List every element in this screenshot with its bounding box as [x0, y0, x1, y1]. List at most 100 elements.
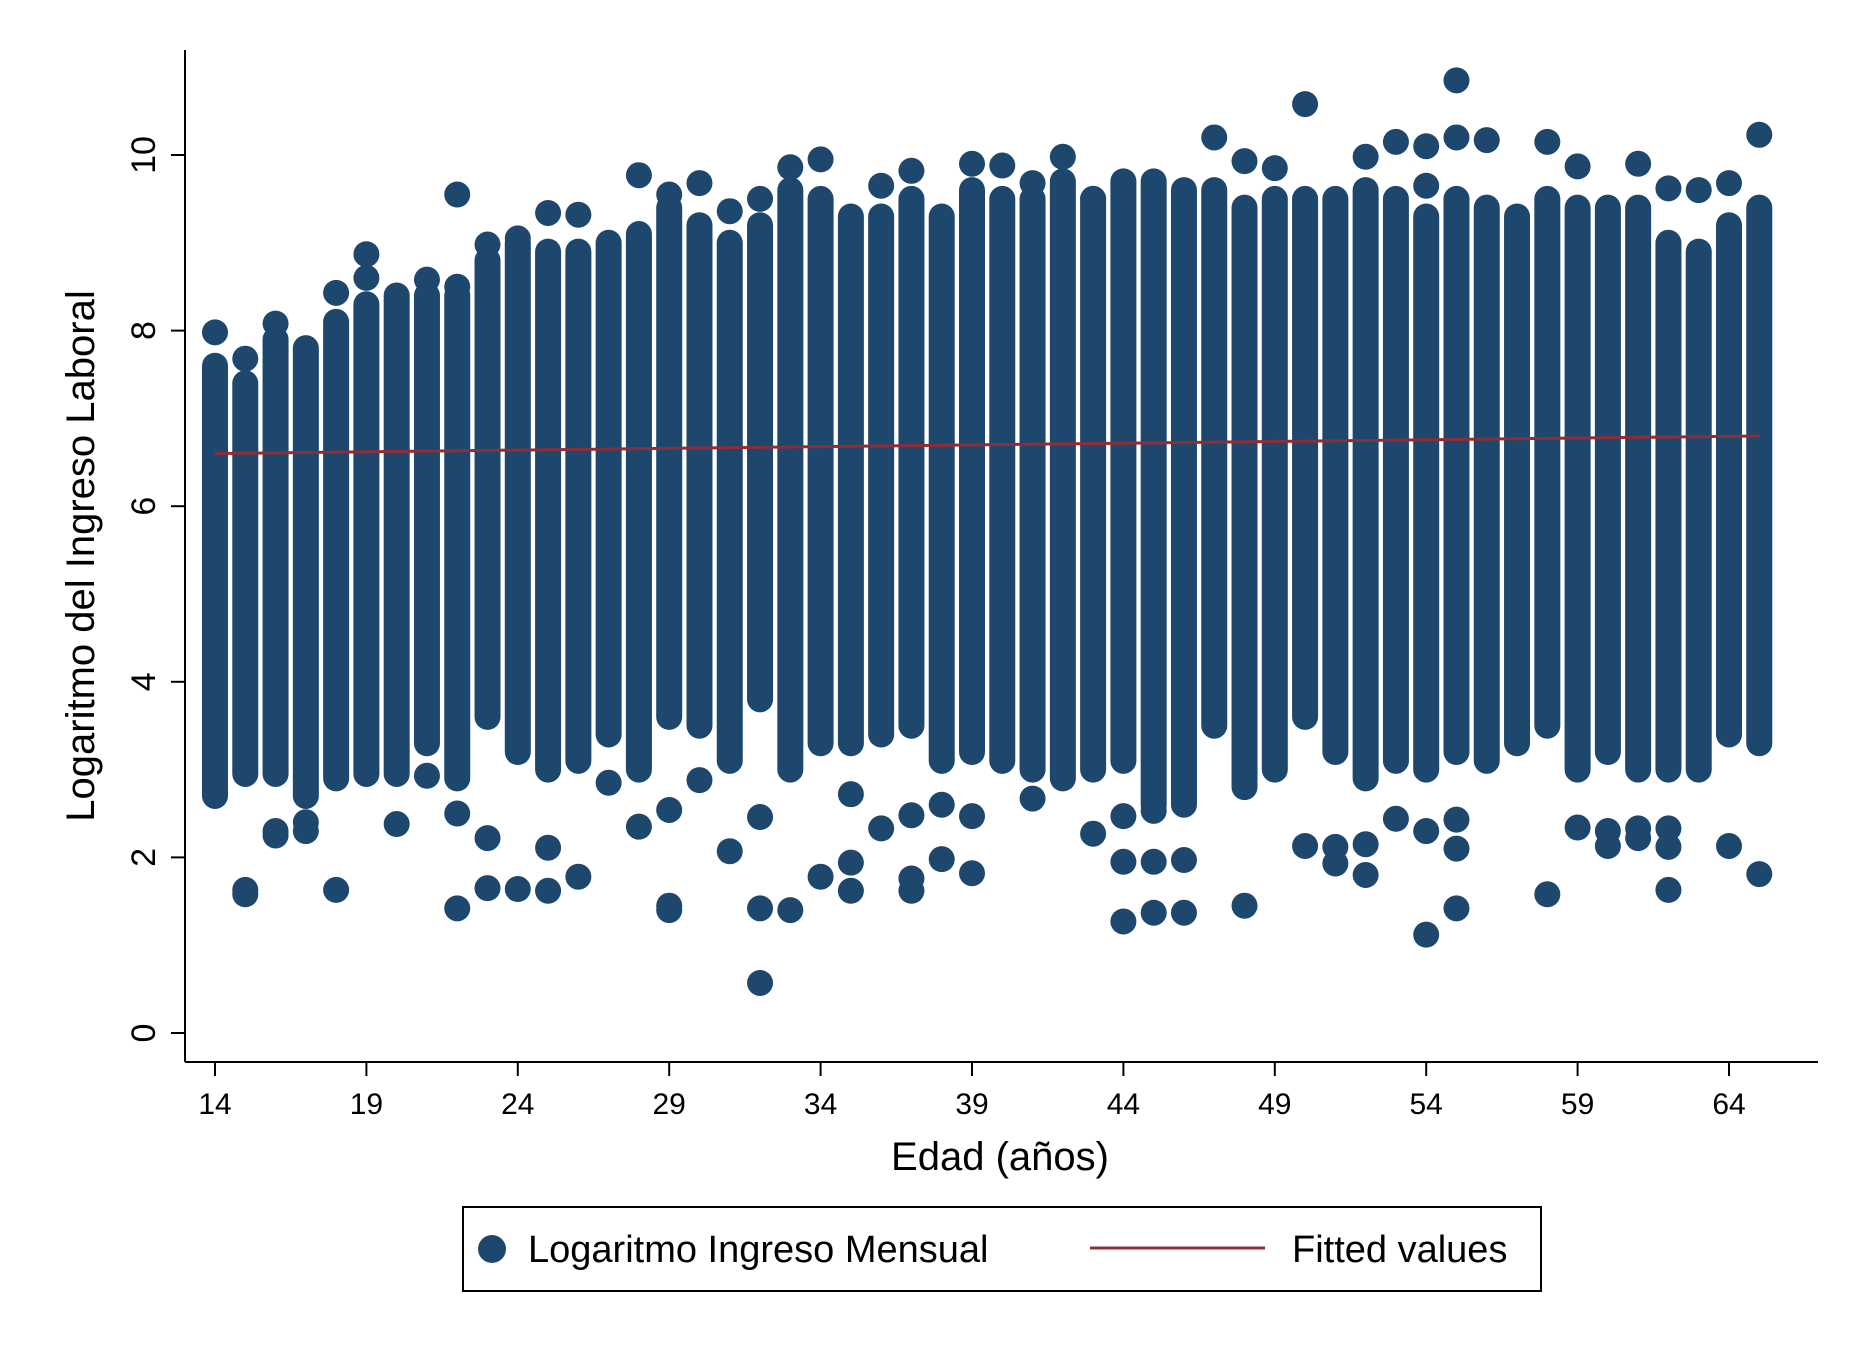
scatter-band — [868, 203, 895, 748]
scatter-point — [595, 769, 622, 796]
scatter-band — [1655, 229, 1682, 783]
scatter-point — [1352, 861, 1379, 888]
scatter-point — [716, 838, 743, 865]
scatter-point — [898, 157, 925, 184]
scatter-point — [1231, 148, 1258, 175]
scatter-point — [353, 264, 380, 291]
scatter-point — [323, 876, 350, 903]
scatter-point — [1413, 818, 1440, 845]
scatter-band — [686, 212, 713, 739]
y-tick-label: 2 — [125, 848, 163, 867]
scatter-point — [1443, 895, 1470, 922]
scatter-band — [1352, 177, 1379, 792]
x-tick-label: 39 — [955, 1088, 988, 1121]
x-tick-label: 24 — [501, 1088, 534, 1121]
scatter-band — [1716, 212, 1742, 748]
scatter-point — [716, 198, 743, 225]
scatter-band — [1019, 185, 1046, 783]
scatter-band — [383, 282, 410, 787]
scatter-band — [1413, 203, 1440, 783]
scatter-band — [898, 185, 925, 739]
scatter-point — [1564, 814, 1591, 841]
x-axis-label: Edad (años) — [891, 1135, 1109, 1179]
scatter-point — [1413, 172, 1440, 199]
scatter-point — [1413, 133, 1440, 160]
y-tick-label: 8 — [125, 321, 163, 340]
scatter-point — [1352, 831, 1379, 858]
scatter-point — [837, 781, 864, 808]
x-tick-label: 64 — [1712, 1088, 1745, 1121]
scatter-point — [747, 804, 774, 831]
scatter-band — [292, 335, 319, 809]
scatter-point — [747, 895, 774, 922]
scatter-point — [474, 875, 501, 902]
scatter-point — [959, 803, 985, 830]
scatter-point — [625, 813, 652, 840]
scatter-point — [1413, 921, 1440, 948]
scatter-point — [383, 811, 410, 838]
scatter-band — [474, 247, 501, 730]
scatter-point — [1716, 832, 1742, 859]
scatter-point — [504, 225, 531, 252]
legend: Logaritmo Ingreso Mensual Fitted values — [462, 1206, 1542, 1292]
scatter-point — [1625, 825, 1652, 852]
scatter-point — [232, 345, 259, 372]
scatter-point — [928, 791, 955, 818]
legend-label-fit: Fitted values — [1292, 1229, 1507, 1271]
scatter-point — [1231, 892, 1258, 919]
scatter-band — [1140, 168, 1167, 818]
scatter-point — [959, 150, 985, 177]
scatter-point — [413, 266, 440, 293]
scatter-band — [747, 212, 774, 713]
y-tick-label: 10 — [125, 136, 163, 174]
scatter-point — [1080, 185, 1107, 212]
y-tick-label: 6 — [125, 497, 163, 516]
scatter-point — [1685, 177, 1712, 204]
x-tick-label: 49 — [1258, 1088, 1291, 1121]
scatter-band — [535, 238, 562, 783]
scatter-point — [1382, 805, 1409, 832]
scatter-point — [1019, 170, 1046, 197]
scatter-band — [1110, 168, 1137, 774]
scatter-band — [1594, 194, 1621, 766]
x-tick-label: 44 — [1107, 1088, 1140, 1121]
scatter-point — [262, 310, 289, 337]
scatter-point — [625, 162, 652, 189]
scatter-point — [686, 170, 713, 197]
scatter-point — [1443, 806, 1470, 833]
scatter-band — [1292, 185, 1319, 730]
scatter-point — [1443, 835, 1470, 862]
scatter-point — [807, 863, 834, 890]
scatter-point — [565, 201, 592, 228]
scatter-point — [656, 897, 683, 924]
scatter-point — [474, 825, 501, 852]
scatter-point — [656, 181, 683, 208]
scatter-band — [232, 370, 259, 787]
scatter-point — [1140, 899, 1167, 926]
scatter-point — [747, 185, 774, 212]
scatter-point — [1625, 150, 1652, 177]
scatter-point — [323, 279, 350, 306]
fitted-line — [214, 434, 1760, 456]
scatter-point — [777, 897, 804, 924]
scatter-point — [868, 172, 895, 199]
scatter-points — [202, 67, 1773, 996]
scatter-point — [353, 241, 380, 268]
scatter-point — [535, 199, 562, 226]
scatter-point — [1473, 127, 1500, 154]
x-tick-label: 14 — [198, 1088, 231, 1121]
scatter-band — [625, 221, 652, 783]
scatter-band — [1261, 185, 1288, 783]
scatter-band — [1443, 185, 1470, 766]
y-tick-label: 4 — [125, 672, 163, 691]
scatter-band — [807, 185, 834, 757]
scatter-band — [595, 229, 622, 748]
scatter-point — [1140, 848, 1167, 875]
scatter-point — [1564, 153, 1591, 180]
scatter-point — [1110, 908, 1137, 935]
scatter-point — [807, 146, 834, 173]
scatter-band — [565, 238, 592, 774]
scatter-point — [1201, 124, 1228, 151]
